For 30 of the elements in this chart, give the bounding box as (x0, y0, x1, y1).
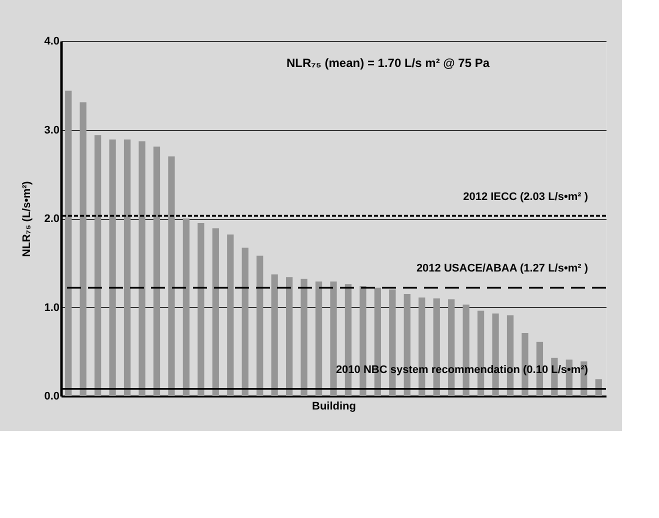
bar (242, 248, 248, 396)
bar (65, 90, 72, 396)
ref-line-label: 2010 NBC system recommendation (0.10 L/s•m²) (336, 364, 588, 376)
y-tick-label: 3.0 (44, 124, 60, 136)
y-tick-label: 1.0 (44, 302, 60, 314)
bar (300, 278, 308, 396)
bar (109, 140, 116, 396)
bar (80, 102, 86, 396)
bar (286, 277, 293, 396)
bar (271, 274, 278, 396)
y-axis-title: NLR₇₅ (L/s•m²) (21, 180, 34, 257)
bar (94, 135, 102, 396)
bar (182, 218, 190, 396)
bar (315, 282, 322, 396)
ref-line-label: 2012 USACE/ABAA (1.27 L/s•m² ) (416, 262, 588, 275)
bar (198, 222, 204, 396)
annotation: NLR₇₅ (mean) = 1.70 L/s m² @ 75 Pa (286, 56, 490, 70)
bar (168, 156, 175, 396)
bar (212, 228, 219, 396)
bar (138, 141, 146, 396)
bar (124, 140, 131, 396)
bar (256, 256, 264, 396)
bar (227, 234, 234, 396)
bar (153, 146, 160, 396)
bar (330, 282, 337, 396)
y-tick-label: 4.0 (44, 36, 60, 48)
y-tick-label: 0.0 (44, 390, 60, 402)
y-tick-label: 2.0 (44, 213, 60, 225)
x-axis-title: Building (312, 400, 356, 412)
ref-line-label: 2012 IECC (2.03 L/s•m² ) (463, 190, 588, 203)
